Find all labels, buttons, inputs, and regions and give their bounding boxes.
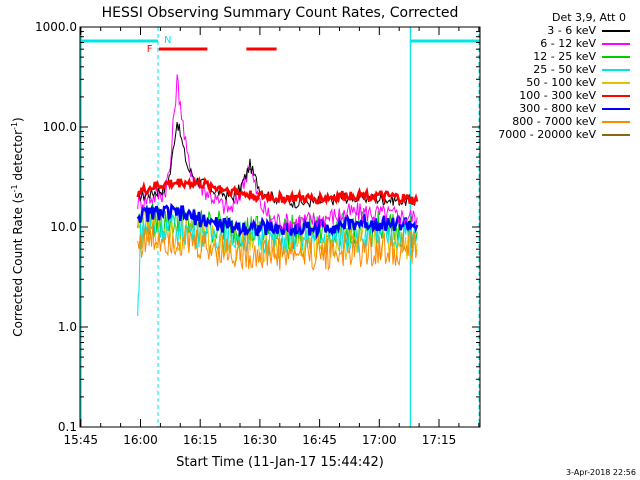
x-tick-label: 16:45 (302, 433, 337, 447)
night-marker-label: N (164, 35, 171, 46)
y-axis-label-mid: detector (11, 130, 25, 185)
series-line-100-300-kev (136, 176, 419, 206)
chart-title: HESSI Observing Summary Count Rates, Cor… (102, 5, 459, 21)
y-axis-label-main: Corrected Count Rate (s (11, 192, 25, 336)
legend-swatch (602, 134, 630, 136)
timestamp: 3-Apr-2018 22:56 (566, 468, 636, 477)
y-axis-label-sup1: -1 (10, 184, 19, 192)
y-axis-label: Corrected Count Rate (s-1 detector-1) (10, 117, 25, 336)
legend-label: 300 - 800 keV (519, 102, 596, 115)
legend-label: 50 - 100 keV (526, 76, 596, 89)
x-tick-label: 16:15 (183, 433, 218, 447)
x-tick-label: 17:15 (422, 433, 457, 447)
legend-label: 100 - 300 keV (519, 89, 596, 102)
series-line-800-7000-kev (137, 223, 418, 272)
y-tick-label: 10.0 (50, 220, 77, 234)
y-tick-label: 1.0 (58, 320, 77, 334)
legend-label: 25 - 50 keV (533, 63, 596, 76)
legend-swatch (602, 30, 630, 32)
legend-header: Det 3,9, Att 0 (552, 11, 626, 24)
legend-swatch (602, 121, 630, 123)
legend-label: 800 - 7000 keV (512, 115, 596, 128)
x-tick-label: 15:45 (63, 433, 98, 447)
legend-swatch (602, 56, 630, 58)
series-line-300-800-kev (136, 202, 419, 240)
legend-swatch (602, 95, 630, 97)
x-tick-label: 17:00 (362, 433, 397, 447)
legend-swatch (602, 82, 630, 84)
legend-swatch (602, 43, 630, 45)
x-tick-label: 16:00 (123, 433, 158, 447)
y-tick-label: 100.0 (43, 120, 77, 134)
legend-swatch (602, 108, 630, 110)
legend-label: 6 - 12 keV (540, 37, 596, 50)
y-tick-label: 1000.0 (35, 20, 77, 34)
y-tick-label: 0.1 (58, 420, 77, 434)
legend-swatch (602, 69, 630, 71)
y-axis-label-sup2: -1 (10, 122, 19, 130)
legend-label: 7000 - 20000 keV (498, 128, 596, 141)
x-axis-label: Start Time (11-Jan-17 15:44:42) (176, 455, 384, 470)
series-layer (136, 74, 419, 317)
y-axis-label-end: ) (11, 117, 25, 122)
x-tick-label: 16:30 (243, 433, 278, 447)
flare-marker-label: F (147, 44, 153, 55)
legend-label: 3 - 6 keV (547, 24, 596, 37)
series-line-6-12-kev (137, 74, 418, 233)
svg-text:Corrected Count Rate (s-1 dete: Corrected Count Rate (s-1 detector-1) (10, 117, 25, 336)
axes: 15:45 16:00 16:15 16:30 16:45 17:00 17:15 0.1 1.… (35, 20, 480, 447)
legend-label: 12 - 25 keV (533, 50, 596, 63)
